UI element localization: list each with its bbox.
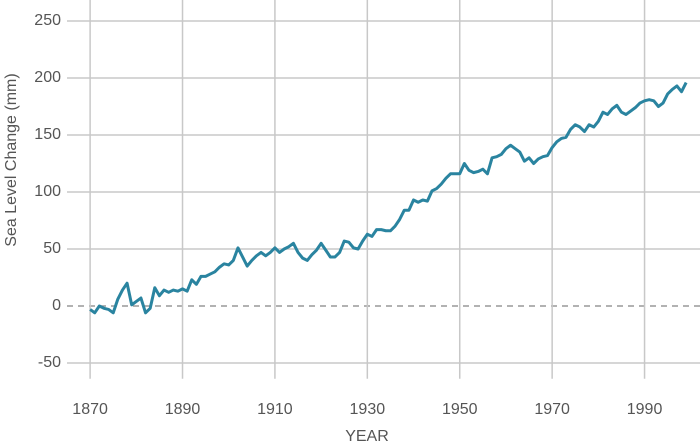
x-tick-label: 1930 — [350, 401, 386, 418]
y-tick-label: 0 — [52, 297, 61, 314]
x-tick-label: 1910 — [257, 401, 293, 418]
x-tick-label: 1890 — [165, 401, 201, 418]
y-tick-label: -50 — [38, 354, 61, 371]
y-axis-label: Sea Level Change (mm) — [3, 73, 20, 246]
y-tick-label: 100 — [34, 183, 61, 200]
y-tick-label: 50 — [43, 240, 61, 257]
x-tick-label: 1950 — [442, 401, 478, 418]
x-tick-label: 1970 — [534, 401, 570, 418]
x-tick-label: 1870 — [72, 401, 108, 418]
y-tick-label: 200 — [34, 69, 61, 86]
y-tick-label: 150 — [34, 126, 61, 143]
y-tick-label: 250 — [34, 12, 61, 29]
data-line — [89, 81, 688, 315]
x-tick-label: 1990 — [627, 401, 663, 418]
x-axis-label: YEAR — [345, 428, 389, 445]
